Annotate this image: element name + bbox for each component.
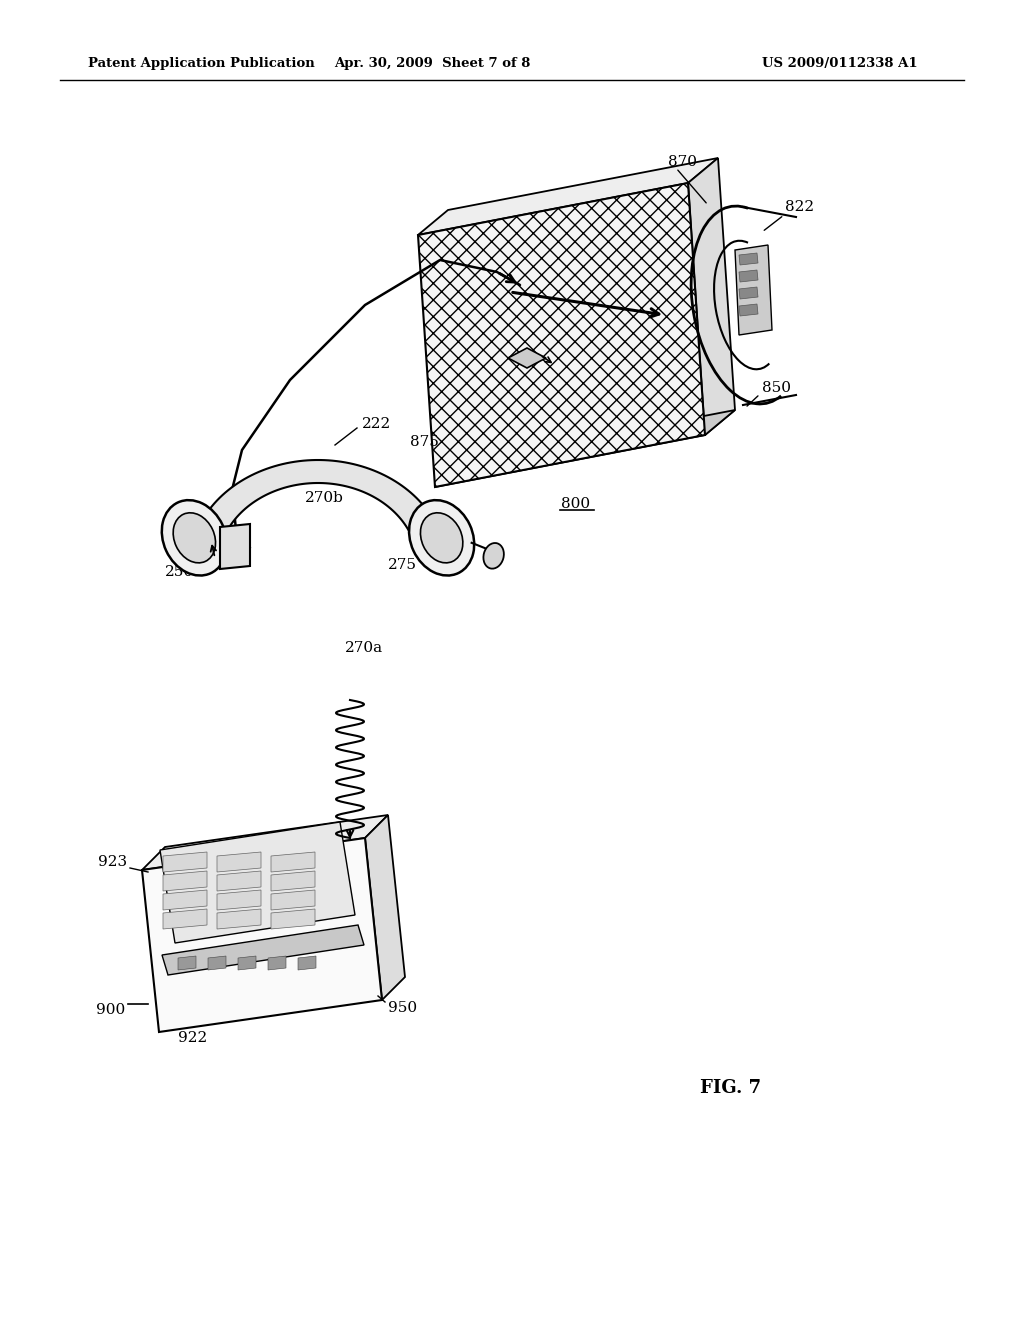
Polygon shape: [739, 253, 758, 265]
Polygon shape: [208, 956, 226, 970]
Polygon shape: [163, 909, 207, 929]
Polygon shape: [271, 871, 315, 891]
Polygon shape: [739, 286, 758, 300]
Text: Patent Application Publication: Patent Application Publication: [88, 58, 314, 70]
Polygon shape: [217, 851, 261, 873]
Text: 950: 950: [388, 1001, 417, 1015]
Polygon shape: [739, 271, 758, 282]
Text: 270a: 270a: [345, 642, 383, 655]
Text: 923: 923: [98, 855, 127, 869]
Ellipse shape: [409, 500, 474, 576]
Text: 800: 800: [561, 498, 591, 511]
Polygon shape: [508, 348, 546, 368]
Polygon shape: [142, 838, 382, 1032]
Ellipse shape: [173, 512, 216, 562]
Polygon shape: [162, 925, 364, 975]
Polygon shape: [298, 956, 316, 970]
Text: 922: 922: [178, 1031, 208, 1045]
Polygon shape: [271, 909, 315, 929]
Polygon shape: [268, 956, 286, 970]
Polygon shape: [195, 459, 441, 544]
Polygon shape: [217, 871, 261, 891]
Polygon shape: [217, 890, 261, 909]
Text: 870: 870: [668, 154, 697, 169]
Text: 250: 250: [165, 565, 195, 579]
Text: 270b: 270b: [305, 491, 344, 506]
Ellipse shape: [421, 512, 463, 562]
Polygon shape: [735, 246, 772, 335]
Polygon shape: [365, 814, 406, 1001]
Polygon shape: [418, 183, 705, 487]
Polygon shape: [688, 158, 735, 436]
Polygon shape: [217, 909, 261, 929]
Text: 850: 850: [762, 381, 791, 395]
Polygon shape: [238, 956, 256, 970]
Text: 275: 275: [388, 558, 417, 572]
Text: 875: 875: [410, 436, 438, 449]
Polygon shape: [163, 890, 207, 909]
Text: US 2009/0112338 A1: US 2009/0112338 A1: [762, 58, 918, 70]
Polygon shape: [418, 158, 718, 235]
Text: 822: 822: [785, 201, 814, 214]
Polygon shape: [178, 956, 196, 970]
Polygon shape: [271, 890, 315, 909]
Polygon shape: [163, 871, 207, 891]
Text: 900: 900: [96, 1003, 125, 1016]
Text: FIG. 7: FIG. 7: [700, 1078, 761, 1097]
Polygon shape: [435, 411, 735, 487]
Text: 222: 222: [362, 417, 391, 432]
Ellipse shape: [162, 500, 227, 576]
Text: Apr. 30, 2009  Sheet 7 of 8: Apr. 30, 2009 Sheet 7 of 8: [334, 58, 530, 70]
Polygon shape: [142, 814, 388, 870]
Polygon shape: [271, 851, 315, 873]
Polygon shape: [220, 524, 250, 569]
Polygon shape: [739, 304, 758, 315]
Ellipse shape: [483, 543, 504, 569]
Polygon shape: [160, 822, 355, 942]
Polygon shape: [163, 851, 207, 873]
